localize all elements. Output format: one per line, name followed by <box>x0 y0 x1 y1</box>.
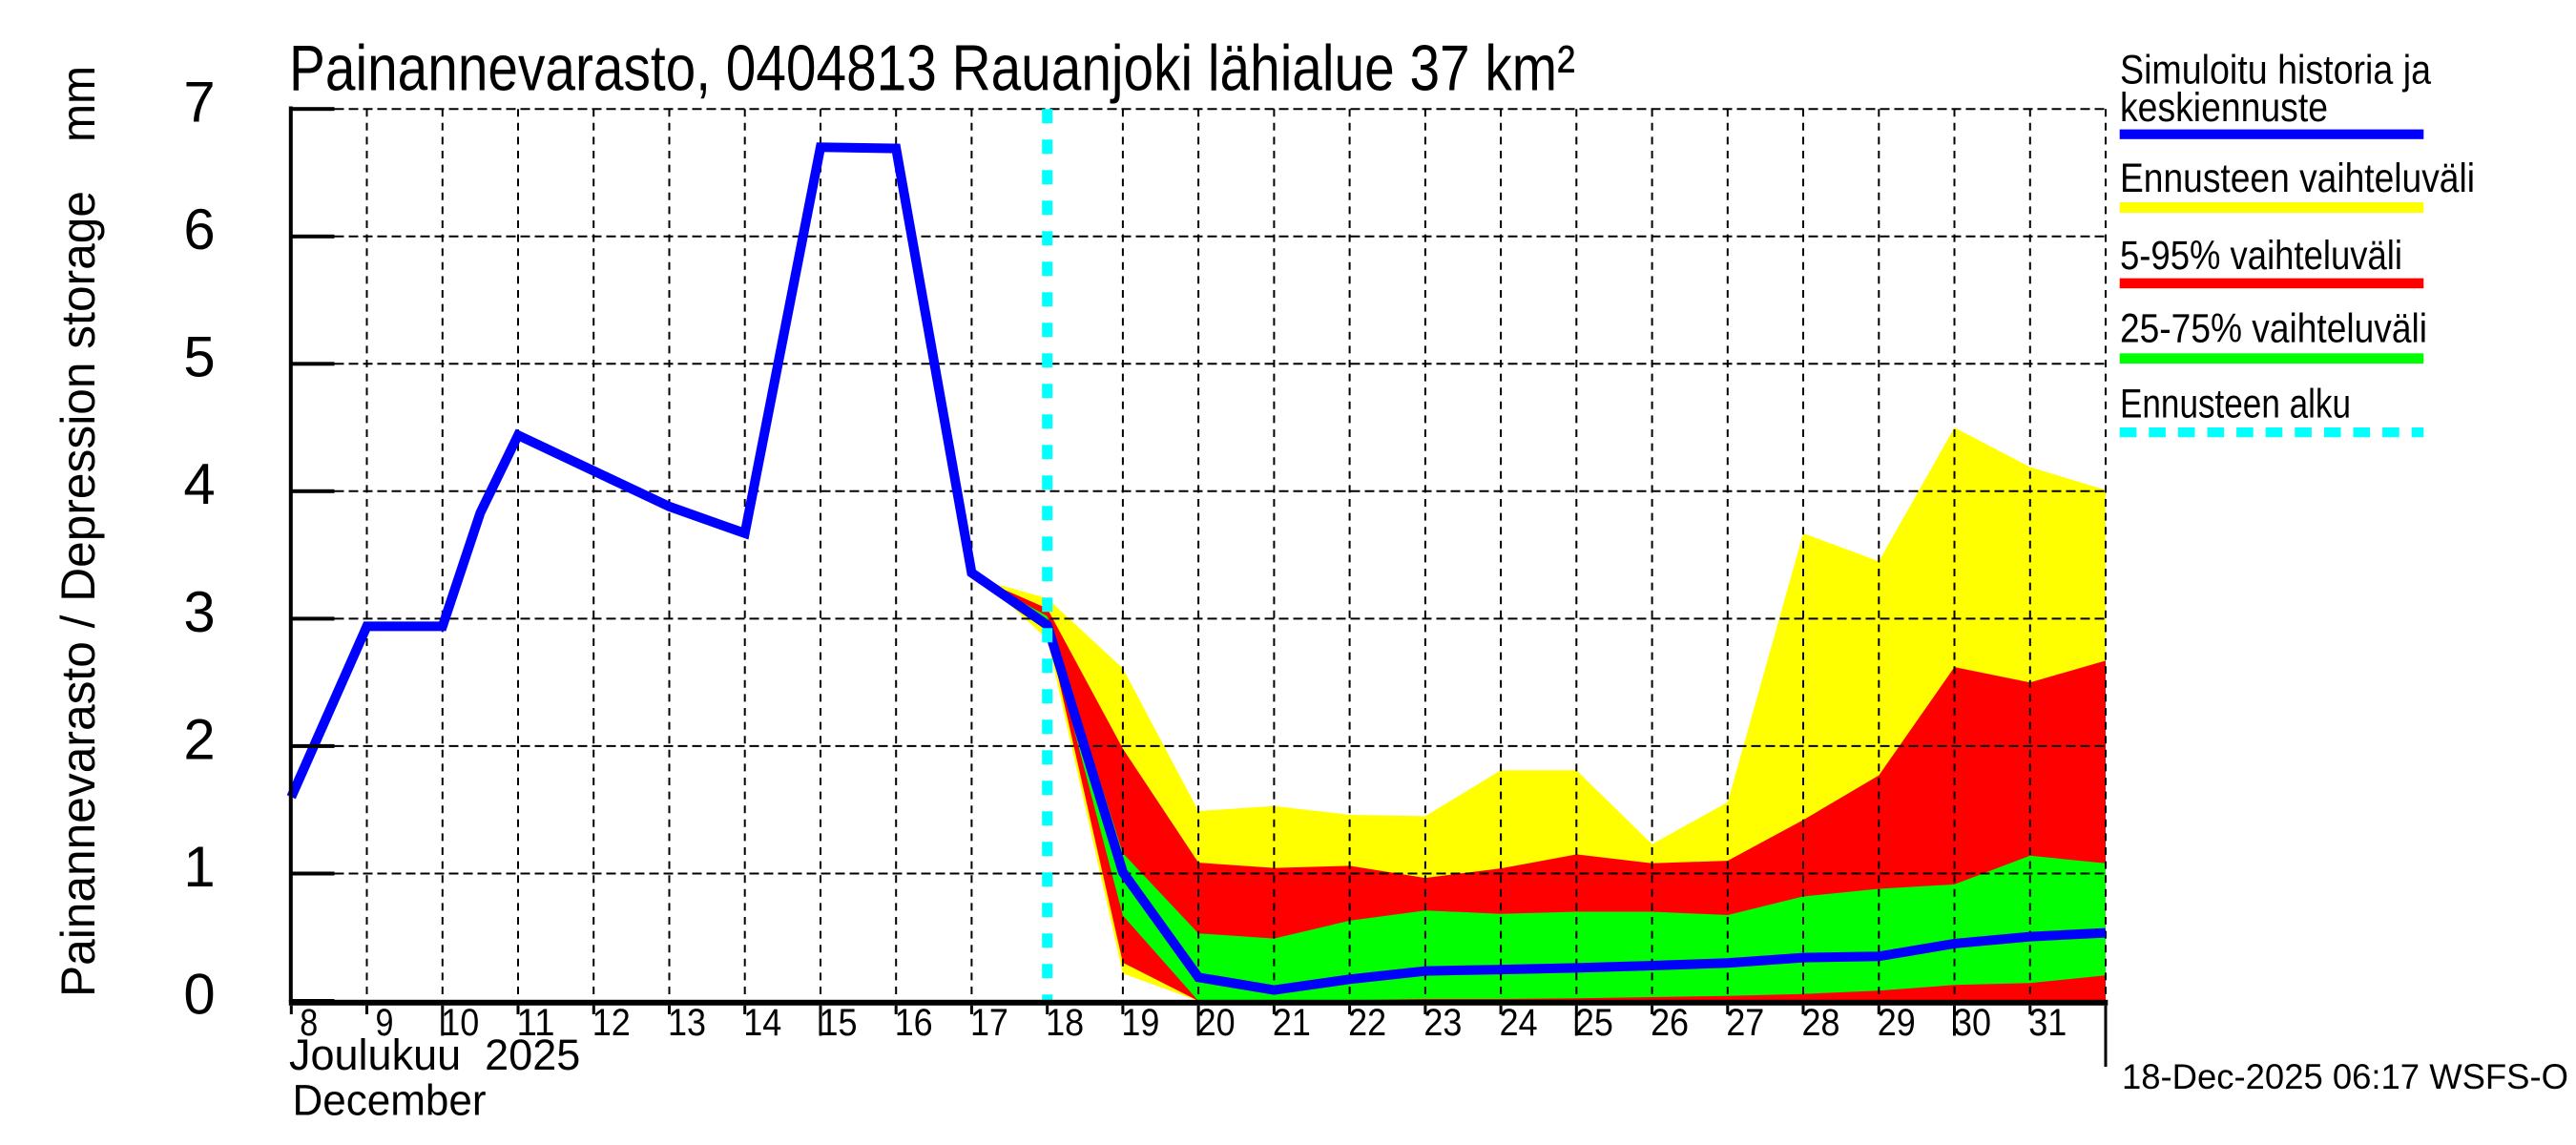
svg-text:23: 23 <box>1423 1002 1462 1044</box>
svg-text:keskiennuste: keskiennuste <box>2120 85 2328 130</box>
svg-text:Simuloitu historia ja: Simuloitu historia ja <box>2120 48 2431 93</box>
svg-text:4: 4 <box>183 452 215 516</box>
svg-text:3: 3 <box>183 580 215 644</box>
svg-text:5-95% vaihteluväli: 5-95% vaihteluväli <box>2120 233 2402 278</box>
svg-text:8: 8 <box>300 1002 318 1044</box>
svg-text:2: 2 <box>183 707 215 771</box>
svg-text:5: 5 <box>183 325 215 389</box>
svg-text:December: December <box>293 1075 487 1124</box>
svg-text:9: 9 <box>376 1002 394 1044</box>
svg-text:10: 10 <box>441 1002 479 1044</box>
svg-text:24: 24 <box>1500 1002 1538 1044</box>
svg-text:20: 20 <box>1197 1002 1236 1044</box>
svg-text:11: 11 <box>517 1002 555 1044</box>
svg-text:18: 18 <box>1046 1002 1084 1044</box>
svg-text:Ennusteen vaihteluväli: Ennusteen vaihteluväli <box>2120 156 2475 200</box>
svg-text:Ennusteen alku: Ennusteen alku <box>2120 381 2351 426</box>
svg-text:29: 29 <box>1878 1002 1916 1044</box>
svg-text:21: 21 <box>1273 1002 1311 1044</box>
svg-text:7: 7 <box>183 71 215 135</box>
svg-text:16: 16 <box>895 1002 933 1044</box>
svg-text:Painannevarasto, 0404813 Rauan: Painannevarasto, 0404813 Rauanjoki lähia… <box>289 33 1575 105</box>
svg-text:25-75% vaihteluväli: 25-75% vaihteluväli <box>2120 306 2427 351</box>
svg-text:mm: mm <box>52 66 105 142</box>
svg-text:Joulukuu 2025: Joulukuu 2025 <box>289 1030 580 1079</box>
svg-text:30: 30 <box>1953 1002 1991 1044</box>
svg-text:12: 12 <box>592 1002 631 1044</box>
svg-text:13: 13 <box>668 1002 706 1044</box>
svg-text:1: 1 <box>183 835 215 899</box>
svg-text:Painannevarasto / Depression s: Painannevarasto / Depression storage <box>52 191 105 997</box>
svg-text:17: 17 <box>970 1002 1008 1044</box>
svg-text:0: 0 <box>183 962 215 1026</box>
svg-text:25: 25 <box>1575 1002 1613 1044</box>
svg-text:19: 19 <box>1121 1002 1159 1044</box>
svg-text:18-Dec-2025 06:17 WSFS-O: 18-Dec-2025 06:17 WSFS-O <box>2122 1056 2568 1096</box>
svg-text:22: 22 <box>1348 1002 1386 1044</box>
svg-text:31: 31 <box>2028 1002 2067 1044</box>
svg-text:15: 15 <box>819 1002 857 1044</box>
svg-text:14: 14 <box>743 1002 781 1044</box>
svg-text:28: 28 <box>1802 1002 1840 1044</box>
svg-text:27: 27 <box>1726 1002 1764 1044</box>
svg-text:6: 6 <box>183 198 215 261</box>
svg-text:26: 26 <box>1651 1002 1689 1044</box>
